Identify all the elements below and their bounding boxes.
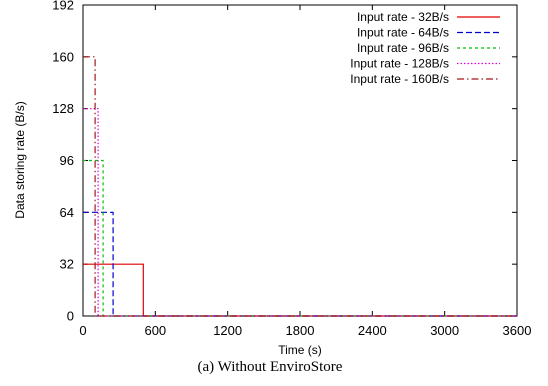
y-tick-label: 64 (60, 205, 74, 220)
x-tick-label: 1200 (213, 323, 242, 338)
x-tick-label: 3600 (503, 323, 532, 338)
series-line-2 (83, 211, 517, 317)
figure-caption: (a) Without EnviroStore (198, 359, 343, 375)
series-line-3 (83, 159, 517, 317)
legend-label: Input rate - 160B/s (350, 72, 449, 86)
series-line-1 (83, 263, 517, 317)
x-tick-label: 0 (79, 323, 86, 338)
series-lines (83, 56, 517, 317)
axis-ticks: 0 600 1200 1800 2400 3000 3600 0 32 64 96 128 160 192 (52, 0, 531, 338)
y-axis-label: Data storing rate (B/s) (13, 101, 27, 218)
legend-label: Input rate - 64B/s (357, 26, 449, 40)
x-tick-label: 600 (144, 323, 166, 338)
x-tick-label: 1800 (286, 323, 315, 338)
legend-label: Input rate - 32B/s (357, 10, 449, 24)
x-axis-label: Time (s) (278, 343, 322, 357)
y-tick-label: 160 (52, 49, 74, 64)
x-tick-label: 2400 (358, 323, 387, 338)
y-tick-label: 0 (67, 309, 74, 324)
series-line-4 (83, 108, 517, 317)
y-tick-label: 192 (52, 0, 74, 13)
series-line-5 (83, 56, 517, 317)
x-tick-label: 3000 (430, 323, 459, 338)
y-tick-label: 96 (60, 153, 74, 168)
y-tick-label: 128 (52, 101, 74, 116)
legend-label: Input rate - 128B/s (350, 57, 449, 71)
y-tick-label: 32 (60, 257, 74, 272)
plot-frame (82, 4, 518, 317)
legend-label: Input rate - 96B/s (357, 41, 449, 55)
